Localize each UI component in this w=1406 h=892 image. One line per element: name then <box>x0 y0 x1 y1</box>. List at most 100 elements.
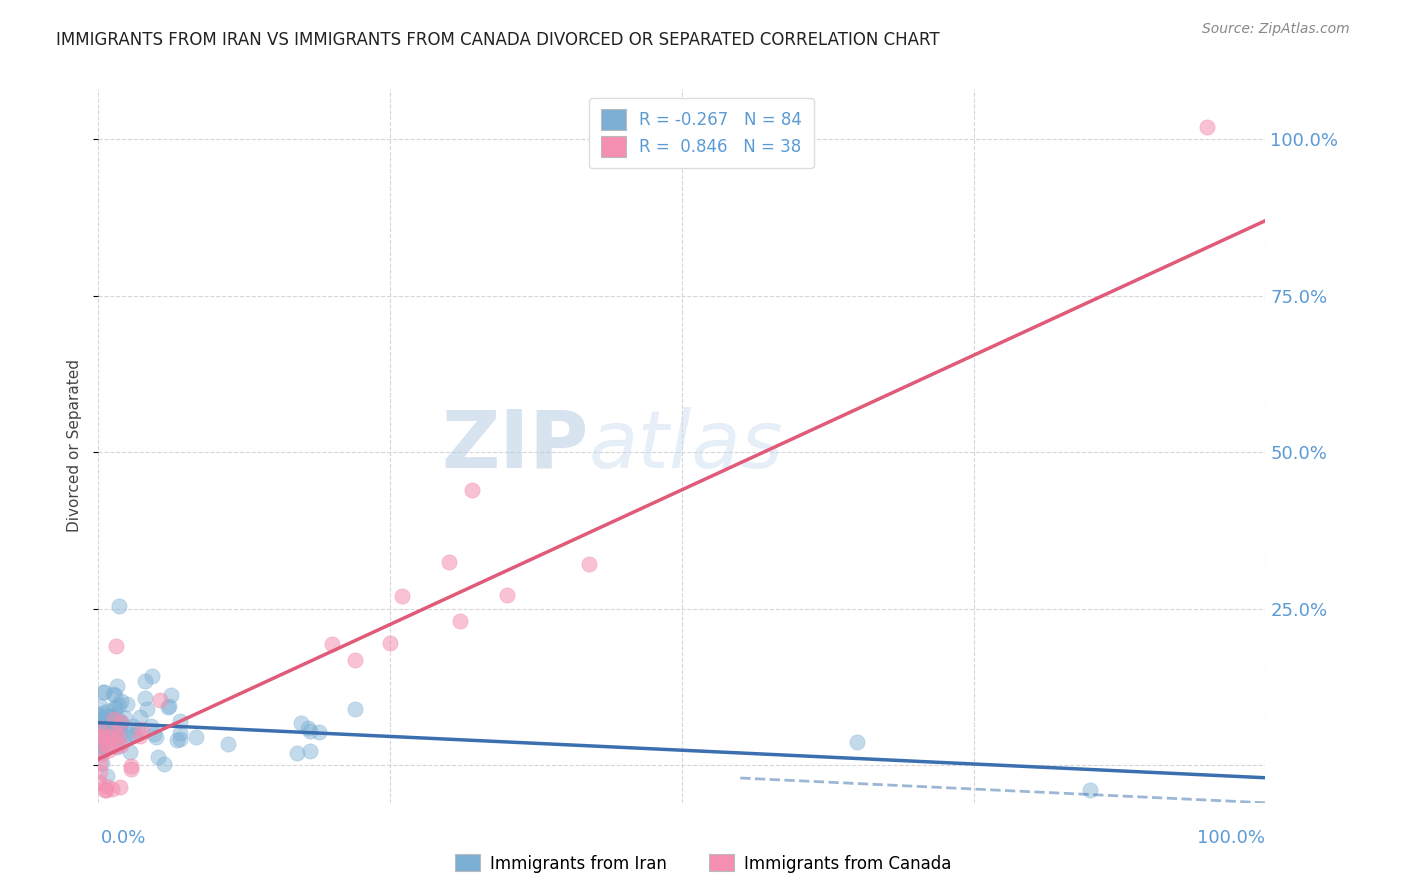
Point <box>120 758 142 772</box>
Point <box>101 687 124 701</box>
Point <box>87 708 110 723</box>
Point <box>98 709 121 723</box>
Point <box>104 689 127 703</box>
Point <box>91 706 114 720</box>
Point <box>578 557 600 571</box>
Text: atlas: atlas <box>589 407 783 485</box>
Point <box>124 728 146 742</box>
Point <box>101 711 124 725</box>
Point <box>90 731 112 745</box>
Point <box>160 688 183 702</box>
Point <box>96 722 118 736</box>
Point <box>145 730 167 744</box>
Point <box>90 756 112 770</box>
Point <box>120 745 142 759</box>
Point <box>108 735 131 749</box>
Point <box>461 483 484 497</box>
Point <box>98 710 121 724</box>
Point <box>90 715 112 730</box>
Y-axis label: Divorced or Separated: Divorced or Separated <box>67 359 83 533</box>
Point <box>449 614 471 628</box>
Point <box>89 699 111 714</box>
Point <box>129 730 152 744</box>
Point <box>91 734 114 748</box>
Point <box>91 716 114 731</box>
Point <box>90 747 112 762</box>
Point <box>97 737 120 751</box>
Point <box>105 739 128 753</box>
Point <box>89 744 111 758</box>
Point <box>298 744 321 758</box>
Point <box>90 716 112 731</box>
Point <box>437 556 460 570</box>
Point <box>134 673 156 688</box>
Point <box>104 726 127 740</box>
Point <box>107 729 129 743</box>
Point <box>107 739 129 754</box>
Point <box>344 701 367 715</box>
Point <box>120 762 142 776</box>
Text: IMMIGRANTS FROM IRAN VS IMMIGRANTS FROM CANADA DIVORCED OR SEPARATED CORRELATION: IMMIGRANTS FROM IRAN VS IMMIGRANTS FROM … <box>56 31 939 49</box>
Point <box>110 727 132 741</box>
Point <box>122 719 145 733</box>
Point <box>321 637 343 651</box>
Point <box>134 690 156 705</box>
Point <box>110 714 132 729</box>
Point <box>94 780 117 794</box>
Point <box>90 745 112 759</box>
Point <box>112 733 135 747</box>
Point <box>94 723 117 737</box>
Point <box>93 685 115 699</box>
Point <box>103 701 125 715</box>
Point <box>89 721 111 735</box>
Point <box>96 768 118 782</box>
Point <box>110 738 132 752</box>
Point <box>103 712 125 726</box>
Point <box>186 731 208 745</box>
Point <box>125 724 148 739</box>
Point <box>108 718 131 732</box>
Point <box>89 714 111 728</box>
Point <box>103 721 125 735</box>
Point <box>108 715 131 730</box>
Point <box>391 589 413 603</box>
Point <box>157 699 180 714</box>
Point <box>104 640 127 654</box>
Point <box>91 713 114 727</box>
Point <box>105 679 128 693</box>
Point <box>217 738 239 752</box>
Point <box>846 735 869 749</box>
Point <box>308 724 330 739</box>
Text: 100.0%: 100.0% <box>1198 829 1265 847</box>
Point <box>101 782 124 797</box>
Point <box>110 694 132 708</box>
Point <box>91 738 114 752</box>
Point <box>1080 783 1102 797</box>
Point <box>143 727 166 741</box>
Point <box>108 720 131 734</box>
Point <box>141 669 163 683</box>
Legend: Immigrants from Iran, Immigrants from Canada: Immigrants from Iran, Immigrants from Ca… <box>449 847 957 880</box>
Point <box>169 732 191 747</box>
Point <box>89 756 111 770</box>
Point <box>1195 120 1218 134</box>
Point <box>495 588 517 602</box>
Point <box>131 723 153 737</box>
Point <box>290 715 312 730</box>
Point <box>298 723 321 738</box>
Legend: R = -0.267   N = 84, R =  0.846   N = 38: R = -0.267 N = 84, R = 0.846 N = 38 <box>589 97 814 169</box>
Point <box>153 757 176 772</box>
Text: Source: ZipAtlas.com: Source: ZipAtlas.com <box>1202 22 1350 37</box>
Point <box>115 697 138 711</box>
Point <box>169 714 191 729</box>
Point <box>118 727 141 741</box>
Point <box>93 720 115 734</box>
Point <box>285 747 308 761</box>
Point <box>156 699 179 714</box>
Point <box>108 780 131 794</box>
Point <box>149 693 172 707</box>
Point <box>96 721 118 735</box>
Point <box>146 749 169 764</box>
Point <box>114 711 136 725</box>
Point <box>94 783 117 797</box>
